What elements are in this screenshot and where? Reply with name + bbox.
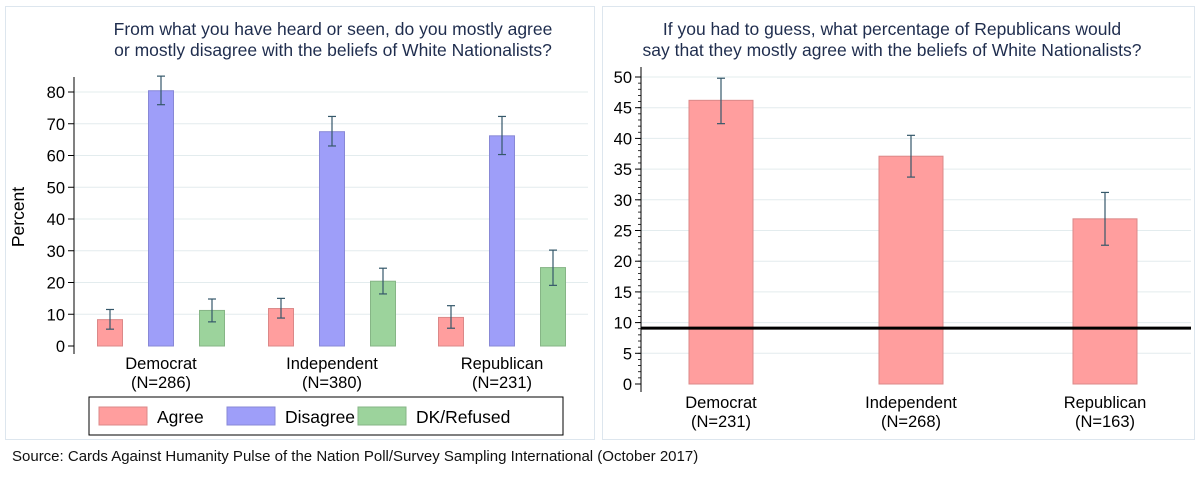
- y-tick-label: 20: [47, 275, 65, 293]
- legend-label: DK/Refused: [416, 407, 510, 427]
- y-tick-label: 50: [47, 179, 65, 197]
- x-category-label: Democrat: [685, 394, 757, 412]
- x-category-label: Independent: [865, 394, 957, 412]
- chart-title-line: or mostly disagree with the beliefs of W…: [114, 40, 552, 60]
- right-chart-svg: If you had to guess, what percentage of …: [614, 19, 1191, 431]
- y-tick-label: 0: [623, 376, 632, 394]
- x-category-label: Republican: [1064, 394, 1147, 412]
- y-tick-label: 40: [47, 211, 65, 229]
- x-category-label: Independent: [286, 355, 378, 373]
- chart-title-line: say that they mostly agree with the beli…: [643, 40, 1142, 60]
- bar: [319, 131, 345, 347]
- x-category-label: Democrat: [125, 355, 197, 373]
- left-chart-svg: From what you have heard or seen, do you…: [8, 19, 588, 436]
- legend-swatch: [98, 406, 148, 426]
- bar: [370, 280, 396, 347]
- left-chart-panel: From what you have heard or seen, do you…: [5, 6, 595, 440]
- x-category-n-label: (N=163): [1075, 413, 1135, 431]
- y-tick-label: 5: [623, 345, 632, 363]
- legend-box: [88, 396, 564, 436]
- y-tick-label: 0: [56, 338, 65, 356]
- bar: [688, 99, 754, 385]
- bar: [1072, 218, 1138, 385]
- bar: [878, 155, 944, 385]
- y-tick-label: 45: [614, 100, 632, 118]
- y-axis-label: Percent: [8, 187, 28, 247]
- legend-swatch: [226, 406, 276, 426]
- y-tick-label: 20: [614, 253, 632, 271]
- right-chart-panel: If you had to guess, what percentage of …: [602, 6, 1195, 440]
- x-category-n-label: (N=231): [472, 374, 532, 392]
- y-tick-label: 80: [47, 84, 65, 102]
- bar: [489, 135, 515, 347]
- y-tick-label: 70: [47, 116, 65, 134]
- y-tick-label: 40: [614, 130, 632, 148]
- y-tick-label: 15: [614, 284, 632, 302]
- y-tick-label: 10: [614, 315, 632, 333]
- x-category-label: Republican: [461, 355, 544, 373]
- y-tick-label: 30: [614, 192, 632, 210]
- y-tick-label: 50: [614, 69, 632, 87]
- y-tick-label: 60: [47, 148, 65, 166]
- legend-swatch: [357, 406, 407, 426]
- x-category-n-label: (N=286): [131, 374, 191, 392]
- y-tick-label: 30: [47, 243, 65, 261]
- legend-label: Disagree: [285, 407, 355, 427]
- chart-title-line: If you had to guess, what percentage of …: [663, 19, 1121, 39]
- y-tick-label: 10: [47, 306, 65, 324]
- x-category-n-label: (N=268): [881, 413, 941, 431]
- chart-title-line: From what you have heard or seen, do you…: [114, 19, 553, 39]
- x-category-n-label: (N=380): [302, 374, 362, 392]
- bar: [148, 90, 174, 347]
- legend-label: Agree: [157, 407, 204, 427]
- y-tick-label: 35: [614, 161, 632, 179]
- y-tick-label: 25: [614, 223, 632, 241]
- x-category-n-label: (N=231): [691, 413, 751, 431]
- source-note: Source: Cards Against Humanity Pulse of …: [12, 448, 699, 465]
